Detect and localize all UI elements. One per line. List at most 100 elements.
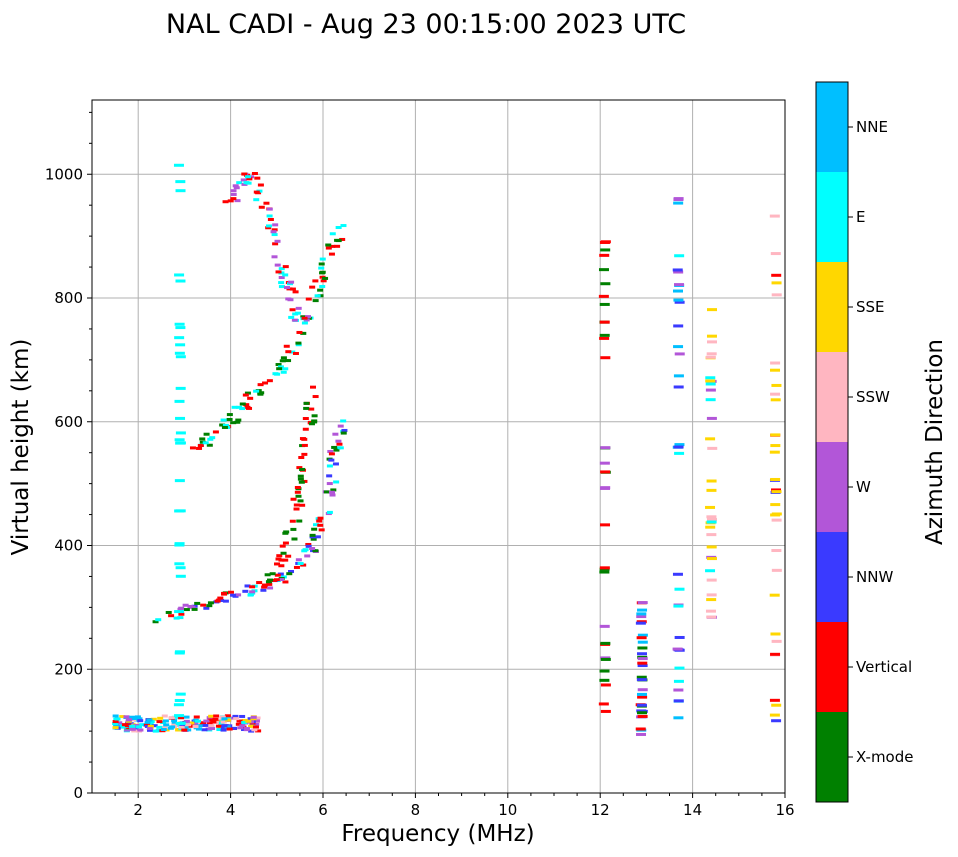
echo-mark bbox=[274, 573, 281, 577]
echo-mark bbox=[673, 679, 684, 683]
echo-mark bbox=[293, 507, 300, 511]
echo-mark bbox=[174, 698, 185, 702]
echo-mark bbox=[257, 383, 264, 387]
echo-mark bbox=[173, 163, 184, 167]
echo-mark bbox=[673, 374, 684, 378]
echo-mark bbox=[325, 246, 332, 250]
x-tick-label: 2 bbox=[133, 801, 143, 819]
echo-mark bbox=[210, 720, 217, 724]
echo-mark bbox=[152, 620, 159, 624]
echo-mark bbox=[769, 450, 780, 454]
echo-mark bbox=[673, 445, 684, 449]
echo-mark bbox=[301, 437, 308, 441]
echo-mark bbox=[175, 431, 186, 435]
echo-mark bbox=[673, 289, 684, 293]
echo-mark bbox=[278, 267, 285, 271]
echo-mark bbox=[288, 280, 295, 284]
echo-mark bbox=[150, 717, 157, 721]
echo-mark bbox=[193, 715, 200, 719]
echo-mark bbox=[278, 276, 285, 280]
echo-mark bbox=[635, 621, 646, 625]
echo-mark bbox=[224, 725, 231, 729]
echo-mark bbox=[329, 244, 336, 248]
echo-mark bbox=[300, 563, 307, 567]
echo-mark bbox=[112, 726, 119, 730]
echo-mark bbox=[287, 282, 294, 286]
echo-mark bbox=[600, 356, 611, 360]
echo-mark bbox=[339, 237, 346, 241]
echo-mark bbox=[272, 372, 279, 376]
echo-mark bbox=[326, 482, 333, 486]
echo-mark bbox=[599, 333, 610, 337]
echo-mark bbox=[213, 714, 220, 718]
echo-mark bbox=[706, 416, 717, 420]
echo-mark bbox=[326, 510, 333, 514]
echo-mark bbox=[216, 728, 223, 732]
y-tick-label: 400 bbox=[54, 537, 83, 555]
echo-mark bbox=[174, 322, 185, 326]
echo-mark bbox=[292, 290, 299, 294]
echo-mark bbox=[192, 722, 199, 726]
echo-mark bbox=[317, 288, 324, 292]
echo-mark bbox=[144, 720, 151, 724]
echo-mark bbox=[311, 419, 318, 423]
echo-mark bbox=[336, 442, 343, 446]
echo-mark bbox=[249, 585, 256, 589]
echo-mark bbox=[174, 714, 185, 718]
echo-mark bbox=[280, 370, 287, 374]
echo-mark bbox=[316, 519, 323, 523]
y-tick-label: 800 bbox=[54, 289, 83, 307]
echo-mark bbox=[706, 593, 717, 597]
echo-mark bbox=[292, 351, 299, 355]
echo-mark bbox=[251, 172, 258, 176]
echo-mark bbox=[209, 727, 216, 731]
echo-mark bbox=[332, 462, 339, 466]
echo-mark bbox=[218, 598, 225, 602]
echo-mark bbox=[309, 547, 316, 551]
echo-mark bbox=[222, 599, 229, 603]
echo-mark bbox=[600, 656, 611, 660]
echo-mark bbox=[282, 541, 289, 545]
echo-mark bbox=[310, 537, 317, 541]
echo-mark bbox=[152, 729, 159, 733]
echo-mark bbox=[289, 350, 296, 354]
echo-mark bbox=[600, 683, 611, 687]
echo-mark bbox=[771, 549, 782, 553]
echo-mark bbox=[168, 716, 175, 720]
echo-mark bbox=[232, 714, 239, 718]
echo-mark bbox=[318, 266, 325, 270]
echo-mark bbox=[221, 717, 228, 721]
echo-mark bbox=[327, 449, 334, 453]
echo-mark bbox=[175, 721, 186, 725]
echo-mark bbox=[195, 719, 202, 723]
echo-mark bbox=[314, 294, 321, 298]
echo-mark bbox=[230, 189, 237, 193]
colorbar-segment bbox=[816, 352, 848, 442]
echo-mark bbox=[282, 367, 289, 371]
echo-mark bbox=[771, 639, 782, 643]
echo-mark bbox=[705, 569, 716, 573]
echo-mark bbox=[248, 729, 255, 733]
echo-mark bbox=[187, 724, 194, 728]
echo-mark bbox=[220, 728, 227, 732]
echo-mark bbox=[266, 379, 273, 383]
echo-mark bbox=[137, 728, 144, 732]
echo-mark bbox=[174, 562, 185, 566]
echo-mark bbox=[302, 427, 309, 431]
echo-mark bbox=[674, 352, 685, 356]
echo-mark bbox=[636, 615, 647, 619]
echo-mark bbox=[230, 192, 237, 196]
echo-mark bbox=[265, 224, 272, 228]
colorbar-frame bbox=[815, 81, 849, 803]
echo-mark bbox=[203, 606, 210, 610]
echo-mark bbox=[112, 720, 119, 724]
echo-mark bbox=[205, 727, 212, 731]
echo-mark bbox=[770, 398, 781, 402]
echo-mark bbox=[270, 230, 277, 234]
echo-mark bbox=[305, 297, 312, 301]
echo-mark bbox=[705, 388, 716, 392]
echo-mark bbox=[192, 725, 199, 729]
echo-mark bbox=[770, 503, 781, 507]
echo-mark bbox=[637, 711, 648, 715]
echo-mark bbox=[236, 181, 243, 185]
